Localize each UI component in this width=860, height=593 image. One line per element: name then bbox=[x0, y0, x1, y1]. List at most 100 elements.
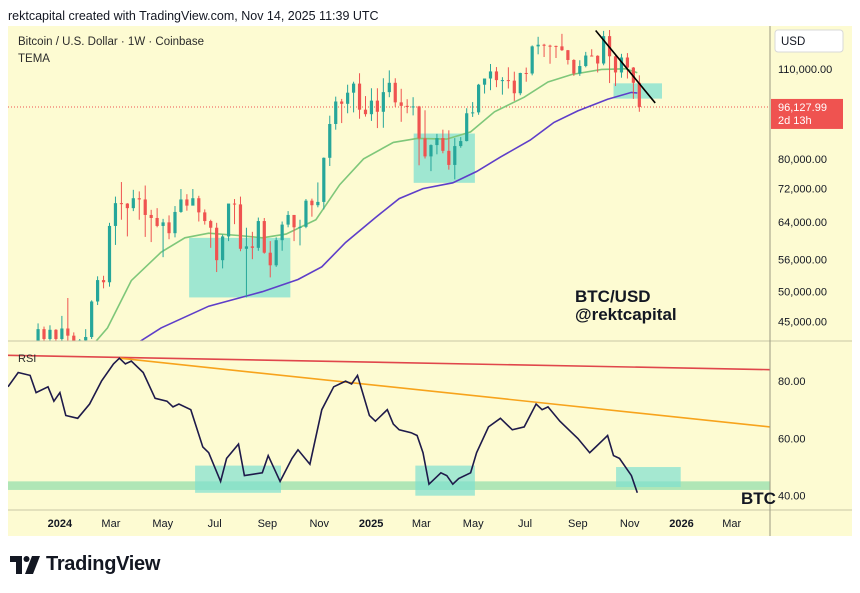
candle-body bbox=[244, 246, 249, 249]
candle-body bbox=[602, 36, 606, 64]
candle-body bbox=[36, 329, 40, 341]
candle-body bbox=[596, 55, 600, 64]
candle-body bbox=[298, 226, 302, 228]
candle-body bbox=[42, 329, 46, 339]
candle-body bbox=[381, 92, 385, 112]
candle-body bbox=[250, 246, 254, 248]
candle-body bbox=[203, 212, 207, 222]
candle-body bbox=[387, 82, 391, 93]
chart-svg[interactable]: 110,000.00 80,000.00 72,000.00 64,000.00 56,… bbox=[8, 26, 852, 536]
candle-body bbox=[346, 92, 350, 104]
candle-body bbox=[429, 145, 433, 157]
currency-label: USD bbox=[781, 36, 805, 48]
candle-body bbox=[310, 200, 314, 206]
time-tick-label: Jul bbox=[208, 518, 222, 530]
candle-body bbox=[476, 84, 481, 113]
candle-body bbox=[197, 198, 201, 213]
candle-body bbox=[530, 46, 534, 74]
time-tick-label: Jul bbox=[518, 518, 532, 530]
candle-body bbox=[441, 138, 445, 151]
candle-body bbox=[316, 201, 320, 206]
candle-body bbox=[66, 328, 70, 336]
last-price-countdown: 2d 13h bbox=[778, 115, 812, 127]
candle-body bbox=[84, 336, 88, 341]
candle-body bbox=[262, 221, 266, 253]
rsi-tick-label: 80.00 bbox=[778, 376, 806, 388]
time-tick-label: Nov bbox=[309, 518, 329, 530]
candle-body bbox=[185, 199, 189, 206]
candle-body bbox=[238, 204, 243, 249]
time-tick-label: Sep bbox=[568, 518, 588, 530]
candle-body bbox=[494, 71, 499, 81]
candle-body bbox=[435, 138, 439, 146]
candle-body bbox=[72, 335, 76, 341]
time-tick-label: Mar bbox=[412, 518, 431, 530]
candle-body bbox=[304, 200, 308, 227]
candle-body bbox=[48, 329, 52, 339]
currency-button[interactable] bbox=[774, 29, 844, 53]
candle-body bbox=[560, 46, 564, 51]
candle-body bbox=[613, 56, 618, 73]
candle-body bbox=[363, 109, 368, 115]
candle-body bbox=[453, 146, 457, 165]
candle-body bbox=[459, 141, 463, 147]
candle-body bbox=[518, 72, 522, 94]
price-plot-group bbox=[8, 29, 770, 341]
candle-body bbox=[572, 59, 576, 74]
price-pane: 110,000.00 80,000.00 72,000.00 64,000.00 56,… bbox=[8, 29, 843, 341]
trendline bbox=[595, 29, 656, 104]
candle-body bbox=[369, 100, 374, 115]
candle-body bbox=[107, 225, 112, 283]
rsi-zone bbox=[616, 467, 681, 488]
candle-body bbox=[149, 214, 153, 218]
rsi-label: RSI bbox=[18, 353, 36, 365]
chart-attribution: rektcapital created with TradingView.com… bbox=[8, 9, 379, 23]
candle-body bbox=[274, 240, 278, 266]
candle-body bbox=[542, 44, 546, 46]
candle-body bbox=[119, 203, 124, 205]
candle-body bbox=[95, 280, 100, 302]
time-tick-label: Mar bbox=[722, 518, 741, 530]
candle-body bbox=[232, 203, 237, 205]
ema-green-line bbox=[95, 67, 638, 341]
time-tick-label: Sep bbox=[258, 518, 278, 530]
candle-body bbox=[268, 252, 272, 266]
candle-body bbox=[173, 211, 177, 234]
candle-body bbox=[131, 198, 135, 209]
candle-body bbox=[471, 112, 475, 114]
candle-body bbox=[101, 280, 106, 283]
candle-body bbox=[625, 57, 630, 68]
candle-body bbox=[423, 138, 427, 157]
watermark-pair: BTC/USD bbox=[575, 287, 651, 306]
candle-body bbox=[584, 55, 588, 67]
candle-body bbox=[90, 301, 94, 337]
time-tick-label: Nov bbox=[620, 518, 640, 530]
candle-body bbox=[405, 105, 409, 108]
ema-purple-line bbox=[139, 91, 638, 341]
candle-body bbox=[500, 80, 505, 82]
tradingview-logo[interactable]: TradingView bbox=[10, 553, 160, 576]
candle-body bbox=[155, 217, 159, 226]
rsi-zone bbox=[415, 465, 475, 496]
rsi-tick-label: 40.00 bbox=[778, 491, 806, 503]
time-tick-label: 2024 bbox=[48, 518, 73, 530]
candle-body bbox=[465, 113, 469, 142]
candle-body bbox=[125, 203, 129, 209]
candle-body bbox=[578, 66, 582, 74]
candle-body bbox=[554, 45, 558, 47]
candle-body bbox=[357, 83, 362, 110]
rsi-pane: 80.00 60.00 40.00 bbox=[8, 354, 806, 503]
chart-container[interactable]: 110,000.00 80,000.00 72,000.00 64,000.00 56,… bbox=[8, 26, 852, 536]
candle-body bbox=[143, 199, 147, 215]
candle-body bbox=[191, 198, 195, 206]
candle-body bbox=[328, 123, 332, 158]
tradingview-logo-icon bbox=[10, 555, 40, 574]
candle-body bbox=[447, 150, 451, 165]
candle-body bbox=[548, 45, 552, 47]
rsi-red-trendline bbox=[8, 354, 770, 371]
rsi-tick-label: 60.00 bbox=[778, 433, 806, 445]
candle-body bbox=[54, 329, 58, 339]
price-tick-label: 110,000.00 bbox=[778, 64, 832, 76]
rsi-orange-trendline bbox=[119, 357, 770, 428]
symbol-title: Bitcoin / U.S. Dollar · 1W · Coinbase bbox=[18, 36, 204, 48]
